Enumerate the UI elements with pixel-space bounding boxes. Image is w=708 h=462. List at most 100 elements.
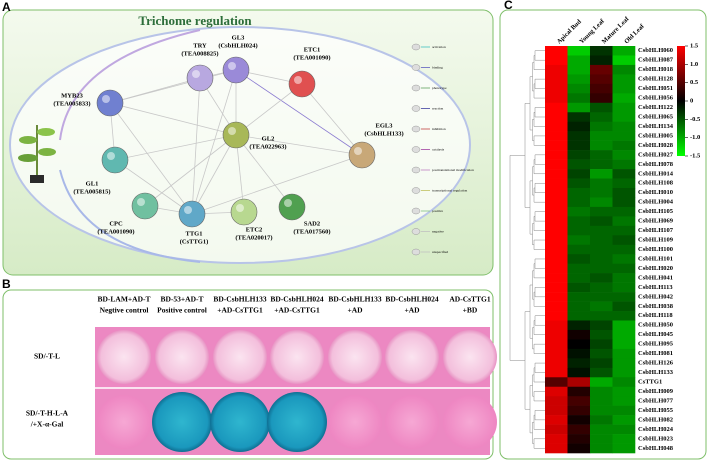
row-label: CsbHLH101 [638, 255, 673, 262]
heatmap-cell [545, 131, 568, 141]
heatmap-cell [590, 367, 613, 378]
node-label: CPC [109, 220, 123, 227]
heatmap-cell [545, 443, 568, 454]
heatmap-cell [590, 102, 613, 113]
row-label: CsbHLH050 [638, 322, 673, 329]
heatmap-cell [567, 301, 591, 312]
heatmap-cell [612, 93, 636, 104]
heatmap-cell [567, 443, 591, 454]
row-label: CsbHLH087 [638, 57, 674, 64]
heatmap-cell [545, 358, 568, 369]
node-id: (TEA020017) [235, 234, 272, 241]
row-label: /+X-α-Gal [30, 420, 64, 429]
heatmap-cell [612, 377, 636, 388]
heatmap-cell [567, 405, 591, 416]
heatmap-cell [545, 178, 568, 189]
heatmap-cell [545, 386, 568, 397]
row-label: CsbHLH107 [638, 227, 674, 234]
heatmap-cell [612, 46, 636, 56]
node-highlight [102, 95, 110, 103]
plate [97, 395, 151, 449]
row-label: CsbHLH082 [638, 416, 673, 423]
heatmap-cell [612, 329, 636, 340]
node-label: ETC1 [304, 46, 321, 53]
heatmap-cell [612, 102, 636, 113]
heatmap-cell [612, 187, 636, 198]
heatmap-cell [567, 159, 591, 170]
node-id: (TEA005833) [53, 100, 90, 107]
node-id: (TEA001090) [293, 54, 330, 61]
column-header: +AD-CsTTG1 [217, 306, 263, 315]
heatmap-cell [567, 244, 591, 255]
heatmap-cell [567, 273, 591, 283]
plate [328, 330, 382, 384]
column-header: BD-CsbHLH133 [213, 295, 267, 304]
heatmap-cell [590, 405, 613, 416]
heatmap-cell [567, 225, 591, 236]
row-label: CsbHLH113 [638, 284, 673, 291]
heatmap-cell [612, 254, 636, 264]
column-header: BD-CsbHLH133 [328, 295, 382, 304]
row-label: CsbHLH048 [638, 445, 674, 452]
network-node [178, 200, 206, 228]
column-header: +BD [463, 306, 478, 315]
heatmap-cell [612, 169, 636, 179]
heatmap-cell [590, 320, 613, 331]
edge [191, 134, 237, 215]
heatmap-cell [567, 377, 591, 388]
heatmap-cell [545, 206, 568, 217]
heatmap-cell [590, 386, 613, 397]
heatmap-cell [545, 169, 568, 179]
node-label: GL1 [86, 180, 99, 187]
legend-label: inhibition [432, 127, 446, 131]
plate [385, 330, 439, 384]
heatmap-cell [590, 282, 613, 293]
row-label: CsbHLH009 [638, 388, 674, 395]
panel-title: Trichome regulation [138, 13, 252, 28]
heatmap-cell [590, 206, 613, 217]
row-label: CsbHLH081 [638, 350, 673, 357]
heatmap-cell [590, 159, 613, 170]
row-label: CsbHLH108 [638, 180, 674, 187]
edge [114, 134, 237, 161]
row-label: CsbHLH126 [638, 360, 674, 367]
column-header: Negtive control [100, 306, 149, 315]
node-highlight [192, 70, 200, 78]
heatmap-cell [567, 415, 591, 425]
edge [191, 69, 237, 215]
heatmap-cell [590, 254, 613, 264]
network-node [222, 56, 250, 84]
heatmap-cell [545, 311, 568, 321]
heatmap-cell [567, 131, 591, 141]
heatmap-cell [612, 83, 636, 94]
heatmap-cell [612, 74, 636, 85]
heatmap-cell [545, 396, 568, 406]
node-id: (TEA022963) [249, 143, 286, 150]
column-header: BD-CsbHLH024 [270, 295, 324, 304]
heatmap-cell [612, 443, 636, 454]
row-label: CsbHLH051 [638, 85, 673, 92]
heatmap-cell [590, 377, 613, 388]
heatmap-cell [567, 386, 591, 397]
heatmap-cell [590, 216, 613, 227]
heatmap-cell [545, 282, 568, 293]
row-label: CsbHLH128 [638, 76, 674, 83]
heatmap-cell [612, 206, 636, 217]
panel-letter: A [2, 0, 11, 14]
network-node [186, 64, 214, 92]
heatmap-cell [612, 225, 636, 236]
heatmap-cell [567, 282, 591, 293]
heatmap-cell [590, 263, 613, 274]
heatmap-cell [545, 55, 568, 66]
heatmap-cell [590, 55, 613, 66]
legend-label: phenotype [432, 86, 447, 90]
heatmap-cell [545, 424, 568, 435]
row-label: CsbHLH060 [638, 47, 673, 54]
heatmap-cell [545, 254, 568, 264]
heatmap-cell [567, 235, 591, 246]
heatmap-cell [545, 244, 568, 255]
heatmap-cell [545, 320, 568, 331]
plate [385, 395, 439, 449]
heatmap-cell [612, 140, 636, 151]
heatmap-cell [612, 235, 636, 246]
